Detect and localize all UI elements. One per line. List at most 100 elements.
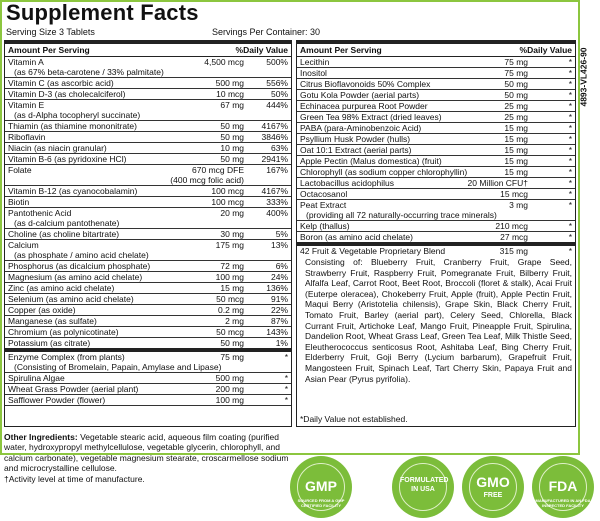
nutrient-name: Gotu Kola Powder (aerial parts) bbox=[300, 90, 420, 100]
nutrient-amount: 75 mg bbox=[504, 68, 528, 78]
right-row: Psyllium Husk Powder (hulls) 15 mg * bbox=[297, 134, 575, 145]
nutrient-amount: 50 mcg bbox=[216, 294, 244, 304]
nutrient-name: Riboflavin bbox=[8, 132, 46, 142]
label-frame bbox=[0, 0, 580, 455]
nutrient-dv: * bbox=[284, 395, 288, 405]
nutrient-dv: * bbox=[568, 167, 572, 177]
right-row: Green Tea 98% Extract (dried leaves) 25 m… bbox=[297, 112, 575, 123]
nutrient-name: Phosphorus (as dicalcium phosphate) bbox=[8, 261, 151, 271]
nutrient-amount: 3 mg bbox=[509, 200, 528, 210]
gmo-badge-text: GMO bbox=[476, 474, 510, 490]
nutrient-amount: 15 mg bbox=[504, 145, 528, 155]
nutrient-name: Vitamin A bbox=[8, 57, 44, 67]
nutrient-dv: 24% bbox=[270, 272, 288, 282]
nutrient-name: Echinacea purpurea Root Powder bbox=[300, 101, 428, 111]
nutrient-name: Vitamin D-3 (as cholecalciferol) bbox=[8, 89, 126, 99]
nutrient-dv: * bbox=[568, 178, 572, 188]
amount-header: Amount Per Serving bbox=[300, 45, 382, 55]
other-ingredients-label: Other Ingredients: bbox=[4, 432, 78, 442]
nutrient-name: Green Tea 98% Extract (dried leaves) bbox=[300, 112, 442, 122]
left-row: Vitamin A 4,500 mcg 500% (as 67% beta-carot… bbox=[5, 57, 291, 78]
left-row: Vitamin E 67 mg 444% (as d-Alpha tocopheryl… bbox=[5, 100, 291, 121]
nutrient-name: Lecithin bbox=[300, 57, 330, 67]
right-row: Oat 10:1 Extract (aerial parts) 15 mg * bbox=[297, 145, 575, 156]
nutrient-amount: 20 mg bbox=[220, 208, 244, 218]
nutrient-amount: 50 mg bbox=[220, 121, 244, 131]
nutrient-dv: 63% bbox=[270, 143, 288, 153]
nutrient-source: (as 67% beta-carotene / 33% palmitate) bbox=[14, 67, 164, 77]
left-row: Enzyme Complex (from plants) 75 mg * (Consi… bbox=[5, 352, 291, 373]
left-row: Selenium (as amino acid chelate) 50 mcg 91… bbox=[5, 294, 291, 305]
nutrient-dv: 500% bbox=[266, 57, 288, 67]
blend-dv: * bbox=[568, 246, 572, 256]
left-row: Vitamin B-6 (as pyridoxine HCl) 50 mg 2941… bbox=[5, 154, 291, 165]
gmp-badge-text: GMP bbox=[305, 478, 337, 494]
nutrient-amount-detail: (400 mcg folic acid) bbox=[170, 175, 244, 185]
nutrient-name: Zinc (as amino acid chelate) bbox=[8, 283, 115, 293]
gmo-badge-caption: FREE bbox=[483, 492, 503, 499]
left-row: Pantothenic Acid 20 mg 400% (as d-calcium p… bbox=[5, 208, 291, 229]
nutrient-amount: 50 mg bbox=[220, 338, 244, 348]
nutrient-dv: 136% bbox=[266, 283, 288, 293]
nutrient-name: Kelp (thallus) bbox=[300, 221, 350, 231]
nutrient-amount: 670 mcg DFE bbox=[192, 165, 244, 175]
nutrient-dv: 2941% bbox=[261, 154, 288, 164]
nutrient-name: Copper (as oxide) bbox=[8, 305, 76, 315]
product-code: 4893-VL426-90 bbox=[578, 47, 589, 107]
nutrient-name: Safflower Powder (flower) bbox=[8, 395, 106, 405]
right-row: Gotu Kola Powder (aerial parts) 50 mg * bbox=[297, 90, 575, 101]
left-row: Spirulina Algae 500 mg * bbox=[5, 373, 291, 384]
left-row: Riboflavin 50 mg 3846% bbox=[5, 132, 291, 143]
nutrient-dv: * bbox=[568, 221, 572, 231]
serving-size: Serving Size 3 Tablets bbox=[6, 27, 95, 37]
nutrient-amount: 50 mg bbox=[220, 132, 244, 142]
left-row: Calcium 175 mg 13% (as phosphate / amino ac… bbox=[5, 240, 291, 261]
nutrient-name: Vitamin E bbox=[8, 100, 45, 110]
nutrient-amount: 20 Million CFU† bbox=[467, 178, 528, 188]
nutrient-dv: 4167% bbox=[261, 121, 288, 131]
nutrient-name: Thiamin (as thiamine mononitrate) bbox=[8, 121, 137, 131]
nutrient-dv: * bbox=[568, 123, 572, 133]
nutrient-dv: 167% bbox=[266, 165, 288, 175]
right-row: Chlorophyll (as sodium copper chlorophyl… bbox=[297, 167, 575, 178]
nutrient-name: Calcium bbox=[8, 240, 39, 250]
nutrient-source: (providing all 72 naturally-occurring tr… bbox=[306, 210, 497, 220]
nutrient-name: Pantothenic Acid bbox=[8, 208, 72, 218]
right-row: Lactobacillus acidophilus 20 Million CFU†… bbox=[297, 178, 575, 189]
left-row: Zinc (as amino acid chelate) 15 mg 136% bbox=[5, 283, 291, 294]
nutrient-dv: 400% bbox=[266, 208, 288, 218]
right-row: Inositol 75 mg * bbox=[297, 68, 575, 79]
nutrient-name: Boron (as amino acid chelate) bbox=[300, 232, 413, 242]
nutrient-dv: * bbox=[568, 57, 572, 67]
nutrient-name: Citrus Bioflavonoids 50% Complex bbox=[300, 79, 431, 89]
nutrient-amount: 50 mg bbox=[504, 90, 528, 100]
nutrient-amount: 4,500 mcg bbox=[204, 57, 244, 67]
nutrient-amount: 0.2 mg bbox=[218, 305, 244, 315]
nutrient-name: Peat Extract bbox=[300, 200, 347, 210]
left-row: Wheat Grass Powder (aerial plant) 200 mg * bbox=[5, 384, 291, 395]
nutrient-name: Vitamin C (as ascorbic acid) bbox=[8, 78, 114, 88]
nutrient-name: Chlorophyll (as sodium copper chlorophyl… bbox=[300, 167, 468, 177]
nutrient-dv: * bbox=[284, 352, 288, 362]
nutrient-name: Spirulina Algae bbox=[8, 373, 65, 383]
nutrient-name: Magnesium (as amino acid chelate) bbox=[8, 272, 143, 282]
blend-section: 42 Fruit & Vegetable Proprietary Blend 3… bbox=[297, 246, 575, 406]
nutrient-amount: 15 mcg bbox=[500, 189, 528, 199]
nutrient-dv: * bbox=[568, 200, 572, 210]
servings-per-container: Servings Per Container: 30 bbox=[212, 27, 321, 37]
fda-badge-text: FDA bbox=[548, 478, 578, 494]
fda-badge-caption: MANUFACTURED IN AN FDA INSPECTED FACILIT… bbox=[535, 498, 591, 508]
blend-amount: 315 mg bbox=[499, 246, 528, 256]
nutrient-dv: * bbox=[568, 189, 572, 199]
nutrient-dv: 87% bbox=[270, 316, 288, 326]
nutrient-dv: * bbox=[568, 79, 572, 89]
nutrient-dv: * bbox=[284, 373, 288, 383]
nutrient-dv: 333% bbox=[266, 197, 288, 207]
nutrient-dv: * bbox=[568, 156, 572, 166]
nutrient-dv: 1% bbox=[275, 338, 288, 348]
nutrient-amount: 15 mg bbox=[504, 167, 528, 177]
dv-header: %Daily Value bbox=[519, 45, 572, 55]
nutrient-amount: 10 mg bbox=[220, 143, 244, 153]
nutrient-dv: * bbox=[568, 112, 572, 122]
nutrient-amount: 72 mg bbox=[220, 261, 244, 271]
